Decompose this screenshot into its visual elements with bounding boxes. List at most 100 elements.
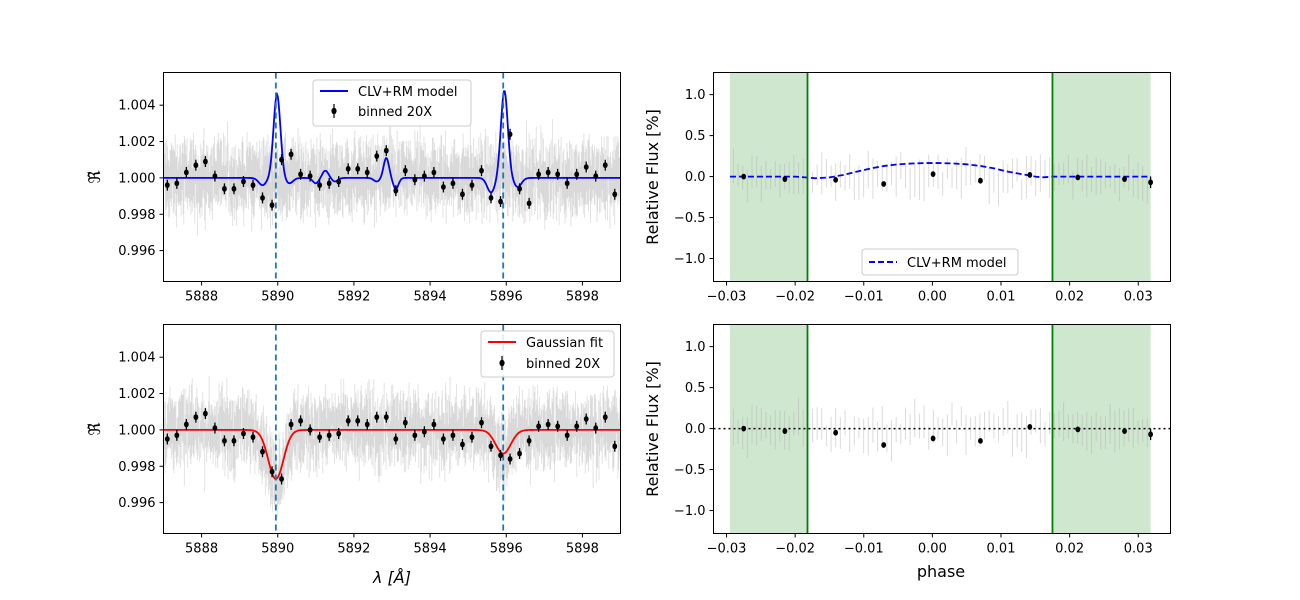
y-tick-label: 0.0	[685, 422, 706, 437]
x-tick-label: 5898	[566, 542, 599, 557]
y-tick-label: 1.0	[685, 340, 706, 355]
y-tick-label: 0.5	[685, 129, 706, 144]
gaussian-fit-line	[163, 429, 621, 480]
binned-point	[355, 417, 361, 424]
binned-point	[593, 425, 599, 431]
binned-point	[583, 164, 589, 170]
binned-point	[298, 171, 303, 178]
legend-binned-swatch-marker	[331, 107, 337, 115]
binned-point	[174, 432, 180, 439]
binned-point	[402, 419, 408, 426]
y-tick-label: 0.998	[118, 208, 155, 223]
x-tick-label: 0.01	[987, 290, 1016, 305]
binned-point	[183, 169, 189, 176]
binned-point	[536, 171, 542, 178]
binned-point	[564, 180, 570, 187]
bottom-left-legend: Gaussian fit binned 20X	[480, 330, 615, 378]
clv-rm-model-line	[163, 90, 621, 194]
y-tick-label: −0.5	[674, 211, 706, 226]
binned-point	[326, 180, 332, 187]
x-tick-label: 0.02	[1055, 542, 1084, 557]
binned-point	[479, 167, 484, 174]
y-tick-label: 1.002	[118, 387, 155, 402]
binned-point	[317, 182, 323, 189]
x-tick-label: 0.03	[1124, 290, 1153, 305]
binned-point	[498, 198, 503, 205]
binned-point	[231, 185, 237, 192]
x-tick-label: −0.01	[844, 290, 884, 305]
y-tick-label: 1.002	[118, 135, 155, 150]
binned-point	[881, 442, 887, 448]
binned-point	[383, 414, 389, 421]
legend-model-label: CLV+RM model	[358, 85, 458, 100]
bottom-left-panel: Gaussian fit binned 20X λ [Å] 5888 5890 58…	[118, 324, 621, 587]
binned-point	[164, 436, 170, 442]
binned-point	[345, 417, 351, 424]
plot-area	[163, 324, 621, 534]
binned-point	[602, 414, 608, 421]
y-tick-label: −1.0	[674, 504, 706, 519]
top-right-legend: CLV+RM model	[861, 248, 1019, 276]
x-tick-label: 5888	[185, 290, 218, 305]
binned-point	[193, 414, 199, 421]
binned-point	[460, 441, 465, 448]
binned-point	[364, 421, 370, 428]
top-right-ylabel: Relative Flux [%]	[643, 109, 662, 245]
binned-point	[355, 165, 361, 172]
x-tick-label: 5890	[261, 542, 294, 557]
binned-point	[250, 434, 256, 441]
binned-point	[374, 153, 380, 160]
binned-point	[517, 450, 522, 457]
raw-data	[163, 118, 621, 236]
x-tick-label: −0.02	[775, 290, 815, 305]
binned-point	[978, 437, 983, 444]
binned-point	[574, 423, 580, 430]
x-tick-label: 5892	[337, 290, 370, 305]
y-tick-label: 0.996	[118, 496, 155, 511]
binned-point	[336, 178, 342, 185]
legend-binned-swatch-marker	[499, 359, 505, 367]
binned-point	[307, 173, 313, 179]
binned-point	[212, 173, 218, 179]
binned-point	[930, 435, 936, 442]
binned-point	[450, 432, 456, 439]
legend-binned-label: binned 20X	[526, 357, 600, 372]
top-left-legend-box	[312, 79, 472, 127]
plot-area	[729, 72, 1154, 282]
plot-area	[713, 324, 1171, 534]
binned-point	[507, 456, 513, 462]
binned-point	[431, 169, 437, 176]
binned-point	[441, 436, 446, 442]
binned-point	[555, 423, 561, 430]
x-tick-label: 5896	[490, 542, 523, 557]
binned-point	[612, 443, 618, 450]
legend-fit-label: Gaussian fit	[526, 336, 603, 351]
legend-model-label: CLV+RM model	[907, 256, 1007, 271]
x-tick-label: −0.03	[707, 542, 747, 557]
x-tick-label: 5888	[185, 542, 218, 557]
plot-area	[163, 72, 621, 282]
top-right-legend-box	[861, 248, 1019, 276]
binned-point	[488, 443, 494, 450]
binned-point	[279, 476, 284, 482]
binned-point	[1075, 174, 1081, 181]
x-tick-label: −0.02	[775, 542, 815, 557]
binned-point	[241, 178, 246, 185]
binned-point	[583, 416, 589, 422]
binned-point	[412, 432, 418, 439]
y-tick-label: 0.998	[118, 460, 155, 475]
binned-point	[1148, 179, 1154, 186]
top-left-frame	[163, 72, 621, 282]
binned-point	[1122, 428, 1127, 434]
x-tick-label: 0.00	[918, 290, 947, 305]
binned-point	[930, 171, 936, 178]
y-tick-label: 0.0	[685, 170, 706, 185]
binned-point	[393, 187, 399, 194]
binned-point	[269, 468, 275, 475]
binned-point	[393, 436, 399, 442]
binned-point	[612, 191, 618, 198]
binned-point	[545, 169, 551, 176]
x-tick-label: 5894	[414, 290, 447, 305]
binned-point	[450, 180, 456, 187]
